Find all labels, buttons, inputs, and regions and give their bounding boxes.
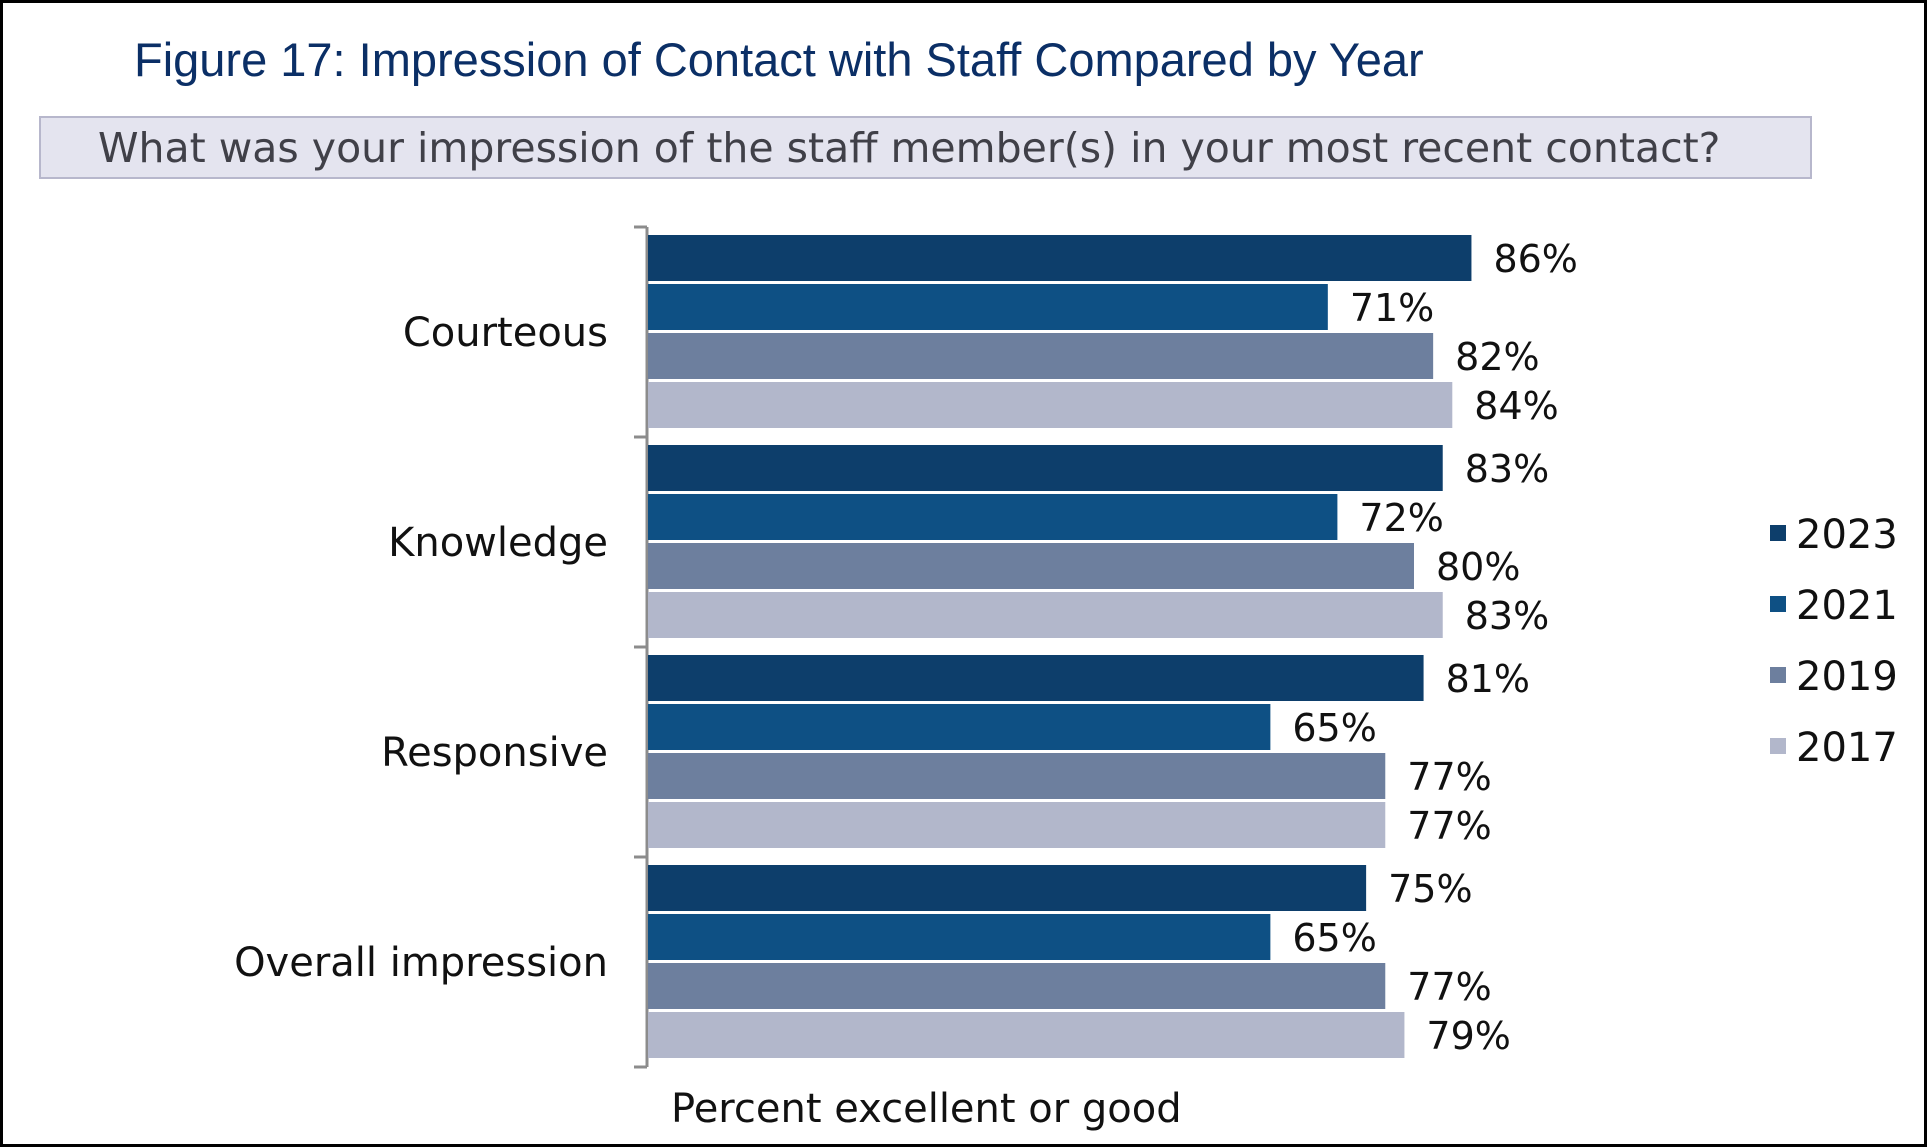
bar-knowledge-2021 [648,494,1338,540]
category-label-knowledge: Knowledge [388,520,608,566]
x-axis-label: Percent excellent or good [671,1086,1182,1132]
bar-knowledge-2019 [648,543,1414,589]
legend-swatch-2019 [1770,667,1786,683]
category-label-overall-impression: Overall impression [234,940,608,986]
bar-knowledge-2023 [648,445,1443,491]
legend-label-2021: 2021 [1796,583,1898,629]
data-label-responsive-2023: 81% [1446,657,1530,701]
data-label-courteous-2023: 86% [1493,237,1577,281]
category-label-courteous: Courteous [403,310,608,356]
data-label-knowledge-2021: 72% [1359,496,1443,540]
bar-courteous-2019 [648,333,1434,379]
legend-label-2017: 2017 [1796,725,1898,771]
data-label-knowledge-2023: 83% [1465,447,1549,491]
data-label-courteous-2017: 84% [1474,384,1558,428]
question-text: What was your impression of the staff me… [98,124,1721,172]
data-label-responsive-2017: 77% [1407,804,1491,848]
data-label-courteous-2019: 82% [1455,335,1539,379]
data-label-responsive-2021: 65% [1292,706,1376,750]
figure-title: Figure 17: Impression of Contact with St… [134,33,1424,86]
legend-label-2023: 2023 [1796,512,1898,558]
bar-responsive-2017 [648,802,1386,848]
data-label-knowledge-2019: 80% [1436,545,1520,589]
bar-knowledge-2017 [648,592,1443,638]
legend-swatch-2017 [1770,738,1786,754]
data-label-overall-impression-2017: 79% [1426,1014,1510,1058]
data-label-overall-impression-2023: 75% [1388,867,1472,911]
data-label-courteous-2021: 71% [1350,286,1434,330]
data-label-responsive-2019: 77% [1407,755,1491,799]
question-box: What was your impression of the staff me… [39,116,1812,179]
data-label-overall-impression-2021: 65% [1292,916,1376,960]
legend-swatch-2021 [1770,596,1786,612]
bar-responsive-2019 [648,753,1386,799]
legend-swatch-2023 [1770,525,1786,541]
category-label-responsive: Responsive [381,730,608,776]
bar-overall-impression-2021 [648,914,1271,960]
data-label-overall-impression-2019: 77% [1407,965,1491,1009]
bar-overall-impression-2019 [648,963,1386,1009]
data-label-knowledge-2017: 83% [1465,594,1549,638]
legend-label-2019: 2019 [1796,654,1898,700]
bar-responsive-2023 [648,655,1424,701]
bar-overall-impression-2017 [648,1012,1405,1058]
bar-courteous-2023 [648,235,1472,281]
bar-courteous-2021 [648,284,1328,330]
bar-responsive-2021 [648,704,1271,750]
bar-courteous-2017 [648,382,1453,428]
bar-overall-impression-2023 [648,865,1367,911]
